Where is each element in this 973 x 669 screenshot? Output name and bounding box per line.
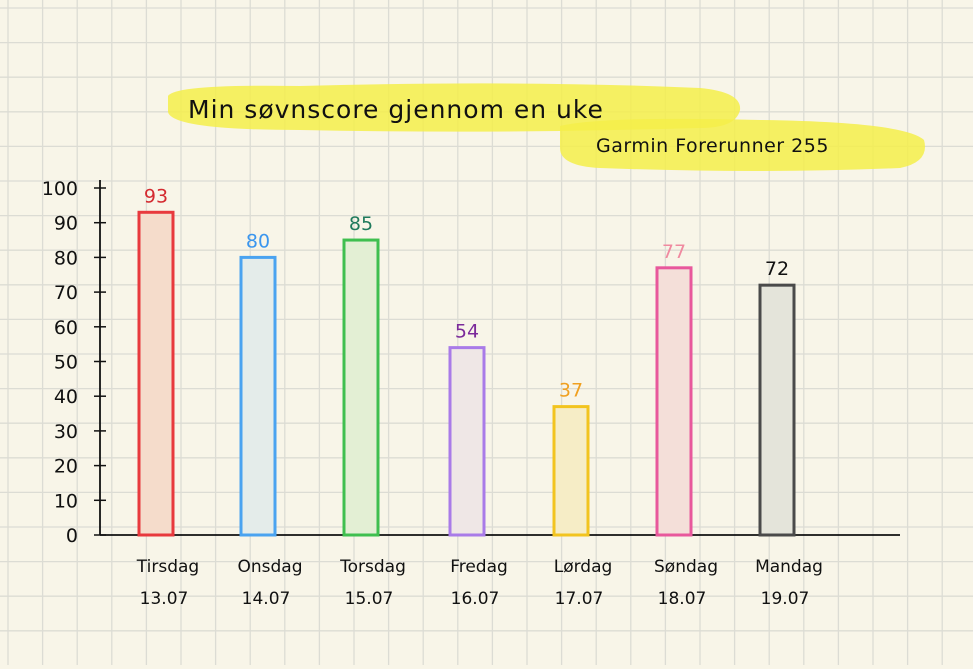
y-tick-label: 80 — [54, 247, 78, 269]
bar-group: 85 Torsdag 15.07 — [339, 213, 406, 609]
y-tick-label: 10 — [54, 490, 78, 512]
bar-value-label: 93 — [144, 185, 168, 207]
bar — [552, 405, 590, 537]
x-tick-label-date: 16.07 — [451, 589, 500, 609]
x-tick-label-day: Fredag — [450, 557, 508, 577]
bar-group: 80 Onsdag 14.07 — [237, 230, 302, 609]
x-tick-label-date: 18.07 — [658, 589, 707, 609]
bar-group: 72 Mandag 19.07 — [755, 258, 823, 609]
x-tick-label-day: Søndag — [654, 557, 718, 577]
y-tick-label: 20 — [54, 456, 78, 478]
x-tick-label-date: 13.07 — [140, 589, 189, 609]
bar-value-label: 80 — [246, 230, 270, 252]
chart-subtitle: Garmin Forerunner 255 — [596, 135, 829, 157]
subtitle-highlight — [560, 118, 925, 171]
x-tick-label-date: 15.07 — [345, 589, 394, 609]
bar-value-label: 54 — [455, 321, 479, 343]
bar-value-label: 85 — [349, 213, 373, 235]
x-tick-label-date: 17.07 — [555, 589, 604, 609]
x-tick-label-date: 14.07 — [242, 589, 291, 609]
bar-group: 54 Fredag 16.07 — [448, 321, 508, 609]
bar — [758, 283, 796, 537]
x-tick-label-date: 19.07 — [761, 589, 810, 609]
y-tick-label: 0 — [66, 525, 78, 547]
x-tick-label-day: Lørdag — [554, 557, 613, 577]
x-tick-label-day: Onsdag — [237, 557, 302, 577]
x-tick-label-day: Tirsdag — [136, 557, 199, 577]
y-tick-label: 100 — [42, 178, 78, 200]
bar — [342, 238, 380, 537]
title-highlight — [168, 83, 741, 132]
y-tick-label: 70 — [54, 282, 78, 304]
bar-value-label: 72 — [765, 258, 789, 280]
bar-value-label: 37 — [559, 380, 583, 402]
bar — [448, 346, 486, 537]
y-tick-label: 40 — [54, 386, 78, 408]
bar — [239, 255, 277, 537]
bar-group: 37 Lørdag 17.07 — [552, 380, 613, 609]
bars: 93 Tirsdag 13.07 80 Onsdag 14.07 85 Torsdag 15.0… — [136, 185, 823, 609]
bar — [137, 210, 175, 537]
x-tick-label-day: Mandag — [755, 557, 823, 577]
bar-value-label: 77 — [662, 241, 686, 263]
x-tick-label-day: Torsdag — [339, 557, 406, 577]
chart-title: Min søvnscore gjennom en uke — [188, 95, 604, 124]
bar-group: 77 Søndag 18.07 — [654, 241, 718, 609]
bar — [655, 266, 693, 537]
y-tick-label: 90 — [54, 213, 78, 235]
y-tick-label: 50 — [54, 352, 78, 374]
bar-group: 93 Tirsdag 13.07 — [136, 185, 199, 609]
y-tick-label: 30 — [54, 421, 78, 443]
y-tick-label: 60 — [54, 317, 78, 339]
